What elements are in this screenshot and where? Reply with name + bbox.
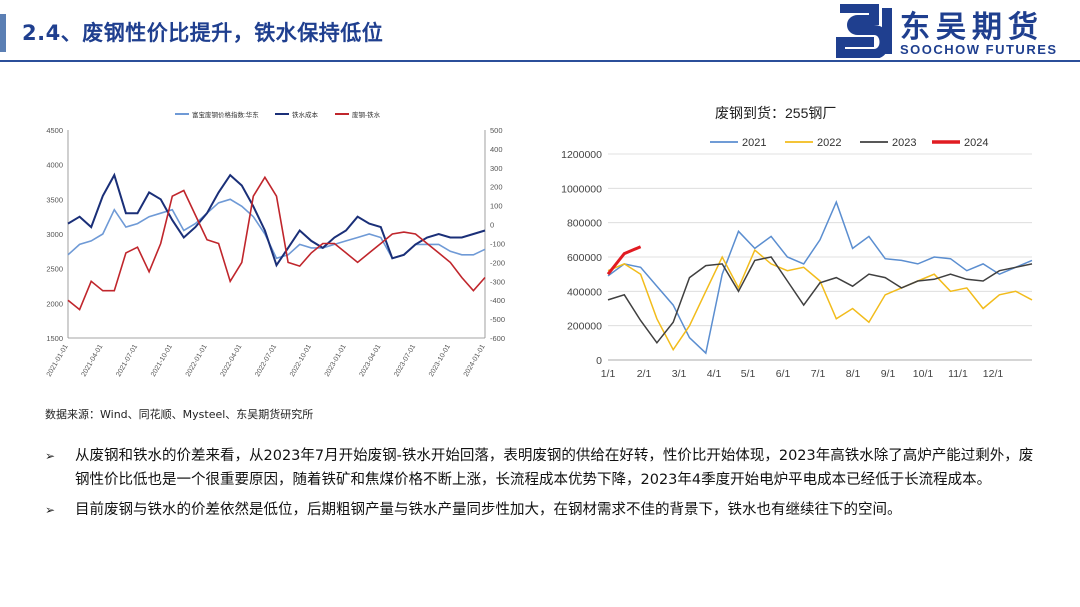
series-line xyxy=(607,200,1033,355)
series-line xyxy=(67,172,486,268)
scrap-arrivals-chart: 废钢到货：255钢厂 2021 2022 2023 2024 0 200000 400000 6… xyxy=(560,96,1050,388)
x-tick-label: 1/1 xyxy=(601,368,616,380)
logo-chinese-name: 东吴期货 xyxy=(900,10,1044,45)
x-tick-label: 2021-04-01 xyxy=(81,343,105,378)
legend-label: 废钢-铁水 xyxy=(352,110,381,119)
x-tick-label: 5/1 xyxy=(741,368,756,380)
x-tick-label: 2/1 xyxy=(637,368,652,380)
x-tick-label: 4/1 xyxy=(707,368,722,380)
logo-english-name: SOOCHOW FUTURES xyxy=(900,42,1058,57)
x-tick-label: 3/1 xyxy=(672,368,687,380)
y-tick-label: 1200000 xyxy=(561,149,602,161)
x-tick-label: 12/1 xyxy=(983,368,1004,380)
title-divider xyxy=(0,60,1080,62)
legend-label: 富宝废钢价格指数:华东 xyxy=(192,110,259,119)
y-tick-label: 0 xyxy=(596,355,602,367)
right-y-tick-label: 300 xyxy=(490,164,503,173)
chart-title: 废钢到货：255钢厂 xyxy=(715,105,836,121)
x-tick-label: 2021-01-01 xyxy=(46,343,70,378)
x-tick-label: 2023-07-01 xyxy=(393,343,417,378)
legend-label: 2024 xyxy=(964,137,988,149)
x-tick-label: 9/1 xyxy=(881,368,896,380)
legend-label: 铁水成本 xyxy=(292,110,319,119)
scrap-hotmetal-chart-svg: 富宝废钢价格指数:华东 铁水成本 废钢-铁水15002000250030003500… xyxy=(46,110,505,378)
right-y-tick-label: -400 xyxy=(490,296,505,305)
x-tick-label: 2022-04-01 xyxy=(220,343,244,378)
logo-mark-icon xyxy=(835,3,892,59)
right-y-tick-label: 400 xyxy=(490,145,503,154)
x-tick-label: 2024-01-01 xyxy=(463,343,487,378)
arrow-bullet-icon: ➢ xyxy=(45,449,56,463)
bullet-text: 目前废钢与铁水的价差依然是低位，后期粗钢产量与铁水产量同步性加大，在钢材需求不佳… xyxy=(75,502,902,518)
left-y-tick-label: 3500 xyxy=(46,195,63,204)
x-tick-label: 7/1 xyxy=(811,368,826,380)
series-line xyxy=(67,198,486,260)
legend-label: 2022 xyxy=(817,137,841,149)
x-tick-label: 11/1 xyxy=(948,368,968,380)
right-y-tick-label: 0 xyxy=(490,221,494,230)
x-tick-label: 2021-07-01 xyxy=(115,343,139,378)
right-y-tick-label: -200 xyxy=(490,258,505,267)
series-line xyxy=(607,248,1033,352)
right-y-tick-label: -100 xyxy=(490,239,505,248)
right-y-tick-label: 200 xyxy=(490,183,503,192)
x-tick-label: 2022-07-01 xyxy=(254,343,278,378)
x-tick-label: 8/1 xyxy=(846,368,861,380)
y-tick-label: 400000 xyxy=(567,286,602,298)
x-tick-label: 10/1 xyxy=(913,368,934,380)
series-line xyxy=(67,175,486,311)
right-y-tick-label: 500 xyxy=(490,126,503,135)
legend-label: 2021 xyxy=(742,137,766,149)
y-tick-label: 600000 xyxy=(567,252,602,264)
x-tick-label: 6/1 xyxy=(776,368,791,380)
right-y-tick-label: 100 xyxy=(490,202,503,211)
bullet-item: ➢ 目前废钢与铁水的价差依然是低位，后期粗钢产量与铁水产量同步性加大，在钢材需求… xyxy=(45,498,1045,522)
y-tick-label: 1000000 xyxy=(561,183,602,195)
y-tick-label: 800000 xyxy=(567,218,602,230)
left-y-tick-label: 4000 xyxy=(46,161,63,170)
x-tick-label: 2023-04-01 xyxy=(359,343,383,378)
bullet-list: ➢ 从废钢和铁水的价差来看，从2023年7月开始废钢-铁水开始回落，表明废钢的供… xyxy=(45,444,1045,528)
right-y-tick-label: -600 xyxy=(490,334,505,343)
x-tick-label: 2023-10-01 xyxy=(428,343,452,378)
series-line xyxy=(606,245,642,276)
x-tick-label: 2022-10-01 xyxy=(289,343,313,378)
right-y-tick-label: -500 xyxy=(490,315,505,324)
y-tick-label: 200000 xyxy=(567,321,602,333)
page-title: 2.4、废钢性价比提升，铁水保持低位 xyxy=(22,21,384,45)
x-tick-label: 2023-01-01 xyxy=(324,343,348,378)
arrow-bullet-icon: ➢ xyxy=(45,503,56,517)
data-source-note: 数据来源：Wind、同花顺、Mysteel、东吴期货研究所 xyxy=(45,408,314,421)
left-y-tick-label: 1500 xyxy=(46,334,63,343)
left-y-tick-label: 4500 xyxy=(46,126,63,135)
bullet-text: 从废钢和铁水的价差来看，从2023年7月开始废钢-铁水开始回落，表明废钢的供给在… xyxy=(75,448,1034,488)
scrap-hotmetal-chart: 富宝废钢价格指数:华东 铁水成本 废钢-铁水 1500 2000 2500 3000 3500… xyxy=(30,100,522,390)
left-y-tick-label: 2500 xyxy=(46,265,63,274)
right-y-tick-label: -300 xyxy=(490,277,505,286)
left-y-tick-label: 2000 xyxy=(46,299,63,308)
series-line xyxy=(607,256,1033,345)
legend-label: 2023 xyxy=(892,137,916,149)
x-tick-label: 2021-10-01 xyxy=(150,343,174,378)
scrap-arrivals-chart-svg: 废钢到货：255钢厂 2021 2022 2023 2024 0 200000 400000 6… xyxy=(561,105,1033,380)
company-logo: 东吴期货 SOOCHOW FUTURES xyxy=(835,3,1076,59)
title-accent-bar xyxy=(0,14,6,52)
bullet-item: ➢ 从废钢和铁水的价差来看，从2023年7月开始废钢-铁水开始回落，表明废钢的供… xyxy=(45,444,1045,492)
left-y-tick-label: 3000 xyxy=(46,230,63,239)
x-tick-label: 2022-01-01 xyxy=(185,343,209,378)
